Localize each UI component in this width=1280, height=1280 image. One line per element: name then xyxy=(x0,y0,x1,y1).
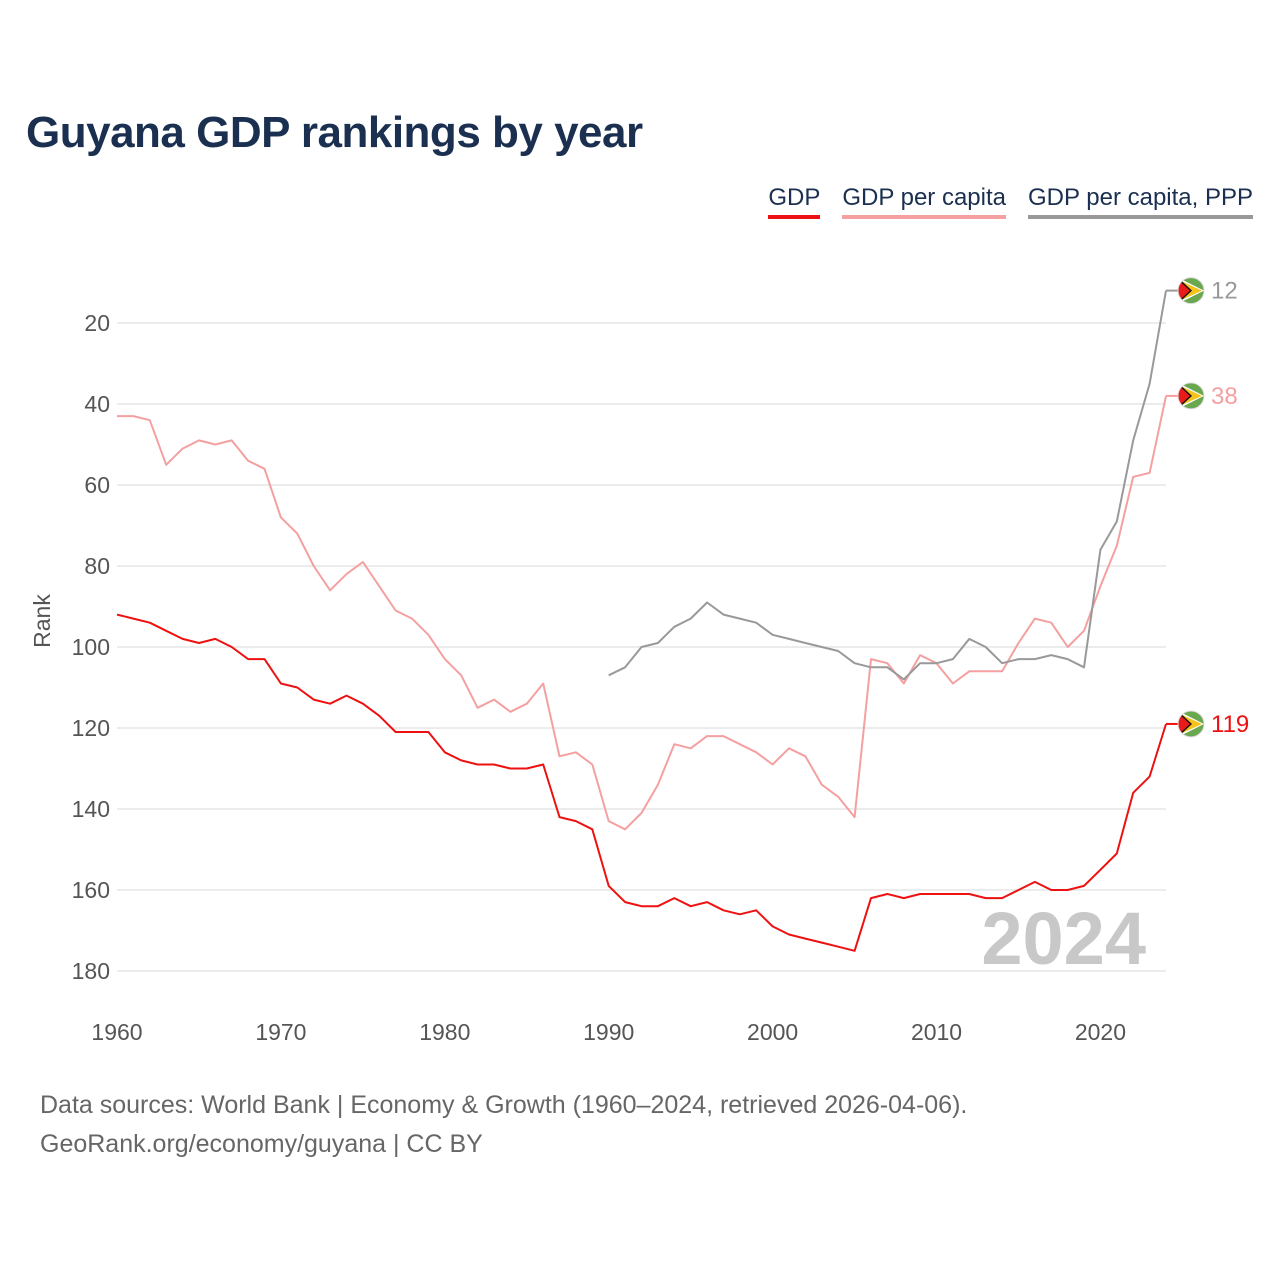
x-tick-label-2010: 2010 xyxy=(911,1019,962,1045)
flag-marker-gdp-per-capita xyxy=(1177,382,1205,410)
x-tick-label-1990: 1990 xyxy=(583,1019,634,1045)
y-tick-label-140: 140 xyxy=(72,796,110,822)
legend: GDP GDP per capita GDP per capita, PPP xyxy=(768,184,1253,219)
series xyxy=(116,290,1167,952)
legend-item-gdp[interactable]: GDP xyxy=(768,184,821,219)
y-tick-label-20: 20 xyxy=(84,310,110,336)
end-markers: 38 119 12 xyxy=(1166,277,1249,738)
chart-title: Guyana GDP rankings by year xyxy=(26,108,643,157)
y-tick-label-60: 60 xyxy=(84,472,110,498)
x-tick-label-2000: 2000 xyxy=(747,1019,798,1045)
series-line-gdp[interactable] xyxy=(116,613,1167,952)
y-tick-label-100: 100 xyxy=(72,634,110,660)
legend-item-gdp-per-capita-ppp[interactable]: GDP per capita, PPP xyxy=(1028,184,1253,219)
y-axis: 20 40 60 80 100 120 140 160 180 xyxy=(72,310,110,984)
end-value-label-gdp-per-capita-ppp: 12 xyxy=(1211,278,1238,305)
series-line-gdp-per-capita-ppp[interactable] xyxy=(608,290,1167,681)
x-tick-label-1960: 1960 xyxy=(91,1019,142,1045)
footer: Data sources: World Bank | Economy & Gro… xyxy=(40,1086,967,1164)
y-tick-label-160: 160 xyxy=(72,877,110,903)
series-line-gdp-per-capita[interactable] xyxy=(117,395,1167,831)
x-tick-label-2020: 2020 xyxy=(1075,1019,1126,1045)
y-tick-label-120: 120 xyxy=(72,715,110,741)
attribution-link[interactable]: GeoRank.org/economy/guyana | CC BY xyxy=(40,1130,483,1158)
x-axis: 1960 1970 1980 1990 2000 2010 2020 xyxy=(91,1019,1126,1045)
y-axis-label: Rank xyxy=(29,594,55,648)
x-tick-label-1980: 1980 xyxy=(419,1019,470,1045)
end-value-label-gdp: 119 xyxy=(1211,711,1249,738)
y-tick-label-180: 180 xyxy=(72,958,110,984)
flag-marker-gdp-per-capita-ppp xyxy=(1177,277,1205,305)
data-source-text: Data sources: World Bank | Economy & Gro… xyxy=(40,1091,968,1119)
legend-item-gdp-per-capita[interactable]: GDP per capita xyxy=(842,184,1006,219)
y-tick-label-40: 40 xyxy=(84,391,110,417)
y-tick-label-80: 80 xyxy=(84,553,110,579)
x-tick-label-1970: 1970 xyxy=(255,1019,306,1045)
end-value-label-gdp-per-capita: 38 xyxy=(1211,383,1238,410)
year-watermark: 2024 xyxy=(981,897,1146,980)
flag-marker-gdp xyxy=(1177,710,1205,738)
